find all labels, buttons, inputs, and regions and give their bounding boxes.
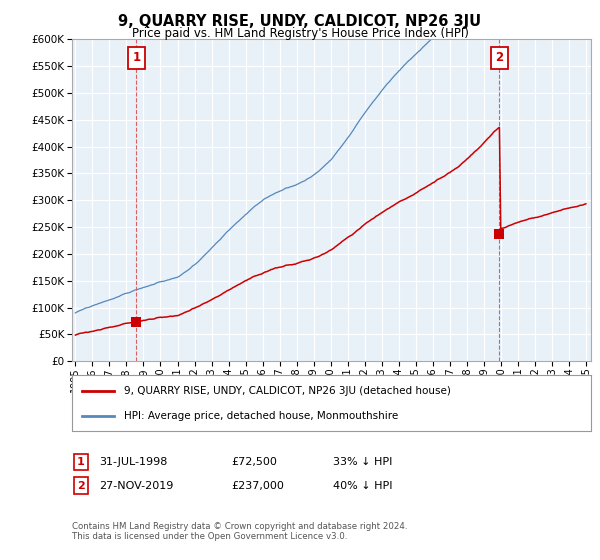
Text: 9, QUARRY RISE, UNDY, CALDICOT, NP26 3JU (detached house): 9, QUARRY RISE, UNDY, CALDICOT, NP26 3JU… (124, 386, 451, 396)
Text: 2: 2 (496, 52, 503, 64)
Text: 33% ↓ HPI: 33% ↓ HPI (333, 457, 392, 467)
Text: 40% ↓ HPI: 40% ↓ HPI (333, 480, 392, 491)
Text: 27-NOV-2019: 27-NOV-2019 (99, 480, 173, 491)
Text: 31-JUL-1998: 31-JUL-1998 (99, 457, 167, 467)
Text: £237,000: £237,000 (231, 480, 284, 491)
Text: 9, QUARRY RISE, UNDY, CALDICOT, NP26 3JU: 9, QUARRY RISE, UNDY, CALDICOT, NP26 3JU (118, 14, 482, 29)
Text: 1: 1 (132, 52, 140, 64)
Text: 2: 2 (77, 480, 85, 491)
Text: HPI: Average price, detached house, Monmouthshire: HPI: Average price, detached house, Monm… (124, 410, 398, 421)
Text: £72,500: £72,500 (231, 457, 277, 467)
Text: Price paid vs. HM Land Registry's House Price Index (HPI): Price paid vs. HM Land Registry's House … (131, 27, 469, 40)
Text: Contains HM Land Registry data © Crown copyright and database right 2024.
This d: Contains HM Land Registry data © Crown c… (72, 522, 407, 542)
Text: 1: 1 (77, 457, 85, 467)
